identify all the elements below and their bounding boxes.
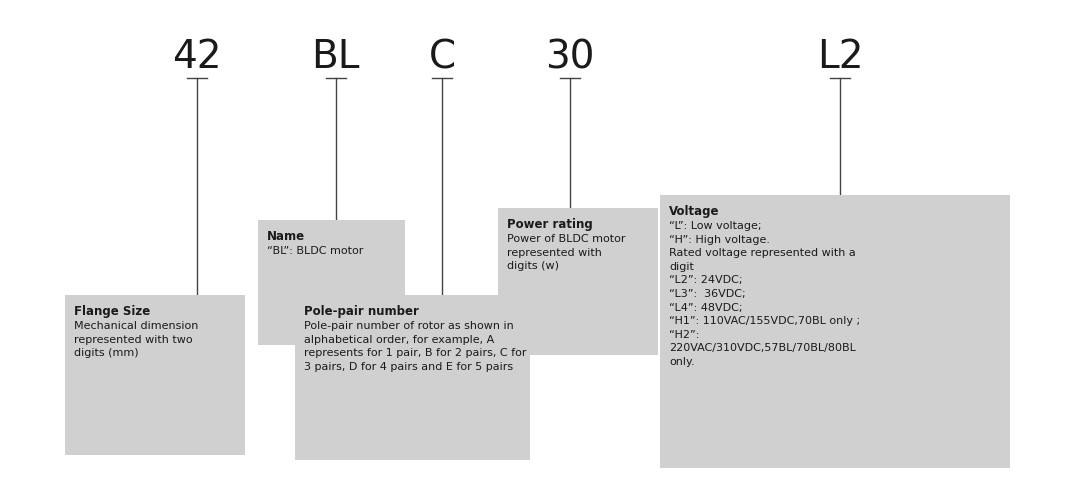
FancyBboxPatch shape: [258, 220, 405, 345]
FancyBboxPatch shape: [295, 295, 530, 460]
Text: Flange Size: Flange Size: [74, 305, 150, 318]
Text: “BL”: BLDC motor: “BL”: BLDC motor: [266, 246, 364, 256]
FancyBboxPatch shape: [498, 208, 658, 355]
Text: “L”: Low voltage;
“H”: High voltage.
Rated voltage represented with a
digit
“L2”: “L”: Low voltage; “H”: High voltage. Rat…: [669, 221, 860, 367]
Text: Power rating: Power rating: [507, 218, 593, 231]
Text: L2: L2: [817, 38, 863, 76]
Text: Pole-pair number of rotor as shown in
alphabetical order, for example, A
represe: Pole-pair number of rotor as shown in al…: [304, 321, 527, 372]
Text: C: C: [429, 38, 456, 76]
FancyBboxPatch shape: [65, 295, 245, 455]
Text: Mechanical dimension
represented with two
digits (mm): Mechanical dimension represented with tw…: [74, 321, 198, 358]
Text: BL: BL: [311, 38, 360, 76]
Text: Voltage: Voltage: [669, 205, 720, 218]
Text: Power of BLDC motor
represented with
digits (w): Power of BLDC motor represented with dig…: [507, 234, 626, 271]
Text: Name: Name: [266, 230, 305, 243]
Text: Pole-pair number: Pole-pair number: [304, 305, 419, 318]
Text: 30: 30: [546, 38, 595, 76]
Text: 42: 42: [173, 38, 222, 76]
FancyBboxPatch shape: [660, 195, 1010, 468]
